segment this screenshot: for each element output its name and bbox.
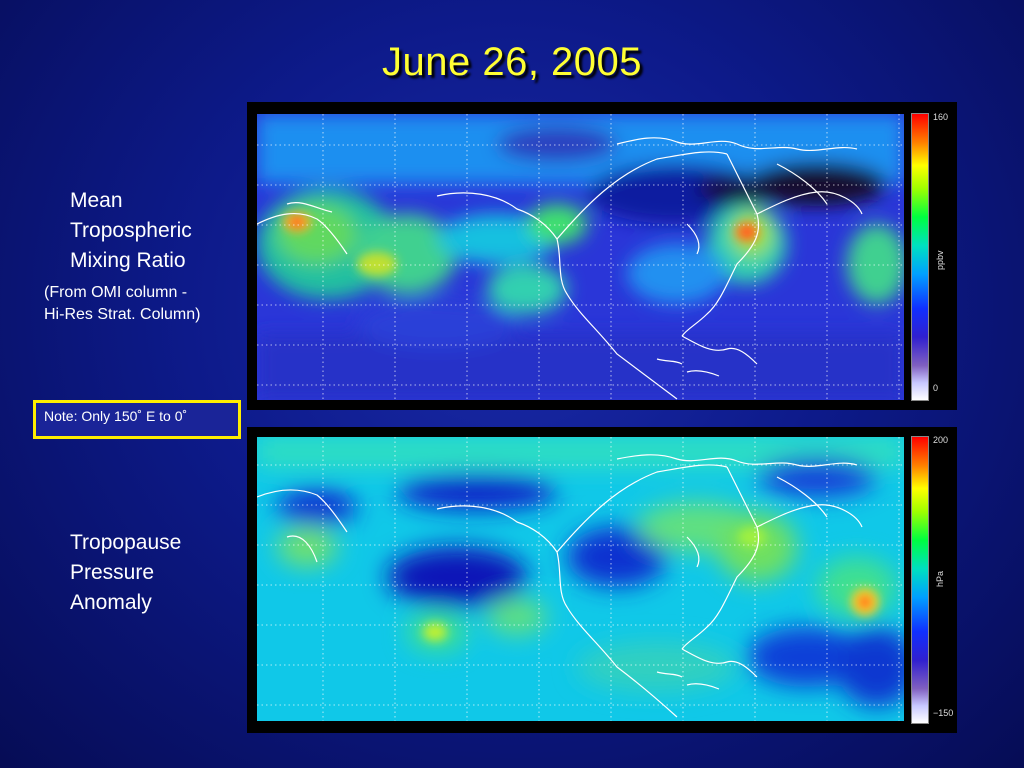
top-map-label: Mean Tropospheric Mixing Ratio: [70, 186, 192, 276]
bottom-label-line3: Anomaly: [70, 591, 152, 614]
note-text: Note: Only 150˚ E to 0˚: [44, 408, 188, 424]
bottom-colorbar-max: 200: [933, 435, 949, 445]
bottom-map-label: Tropopause Pressure Anomaly: [70, 528, 181, 618]
note-box: [33, 400, 241, 439]
pressure-hotspots: [423, 527, 879, 641]
tropopause-pressure-map-svg: [257, 437, 904, 721]
bottom-colorbar: [911, 436, 929, 724]
pressure-field: [257, 437, 904, 707]
top-sublabel-line1: (From OMI column -: [44, 284, 188, 301]
tropopause-pressure-map: [257, 437, 904, 721]
bottom-label-line2: Pressure: [70, 561, 155, 584]
tropopause-pressure-map-panel: 200 −150 hPa: [247, 427, 957, 733]
top-label-line2: Tropospheric: [70, 219, 192, 242]
bottom-colorbar-min: −150: [933, 708, 954, 718]
top-colorbar-max: 160: [933, 112, 949, 122]
top-colorbar-unit: ppbv: [935, 250, 945, 270]
bottom-colorbar-unit: hPa: [935, 570, 945, 587]
ozone-hotspots: [283, 212, 759, 276]
tropospheric-ozone-map-panel: 160 0 ppbv: [247, 102, 957, 410]
coastlines: [257, 454, 863, 718]
top-label-line3: Mixing Ratio: [70, 249, 186, 272]
slide-title: June 26, 2005: [381, 40, 643, 84]
top-colorbar-min: 0: [933, 383, 939, 393]
top-label-line1: Mean: [70, 189, 123, 212]
top-colorbar: [911, 113, 929, 401]
coastlines: [257, 137, 863, 400]
bottom-label-line1: Tropopause: [70, 531, 182, 554]
top-sublabel-line2: Hi-Res Strat. Column): [44, 306, 201, 323]
top-map-sublabel: (From OMI column - Hi-Res Strat. Column): [44, 282, 200, 326]
tropospheric-ozone-map: [257, 114, 904, 400]
tropospheric-ozone-map-svg: [257, 114, 904, 400]
